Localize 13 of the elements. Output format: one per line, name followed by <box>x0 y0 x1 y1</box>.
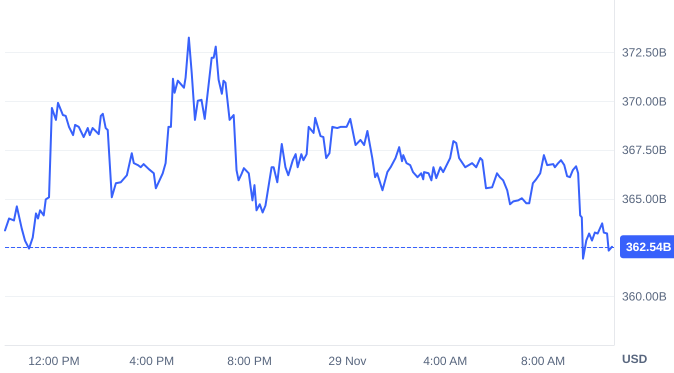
y-tick-label: 365.00B <box>622 192 667 206</box>
y-tick-label: 372.50B <box>622 46 667 60</box>
x-tick-label: 29 Nov <box>328 354 366 368</box>
x-tick-label: 4:00 AM <box>423 354 468 368</box>
x-tick-label: 12:00 PM <box>28 354 80 368</box>
x-tick-label: 4:00 PM <box>129 354 174 368</box>
ref-line-label: 362.54B <box>626 240 672 254</box>
y-tick-label: 367.50B <box>622 143 667 158</box>
x-tick-label: 8:00 PM <box>227 354 272 368</box>
y-axis-title: USD <box>622 352 648 366</box>
x-tick-label: 8:00 AM <box>521 354 566 368</box>
y-tick-label: 370.00B <box>622 94 667 108</box>
y-tick-label: 360.00B <box>622 289 667 304</box>
